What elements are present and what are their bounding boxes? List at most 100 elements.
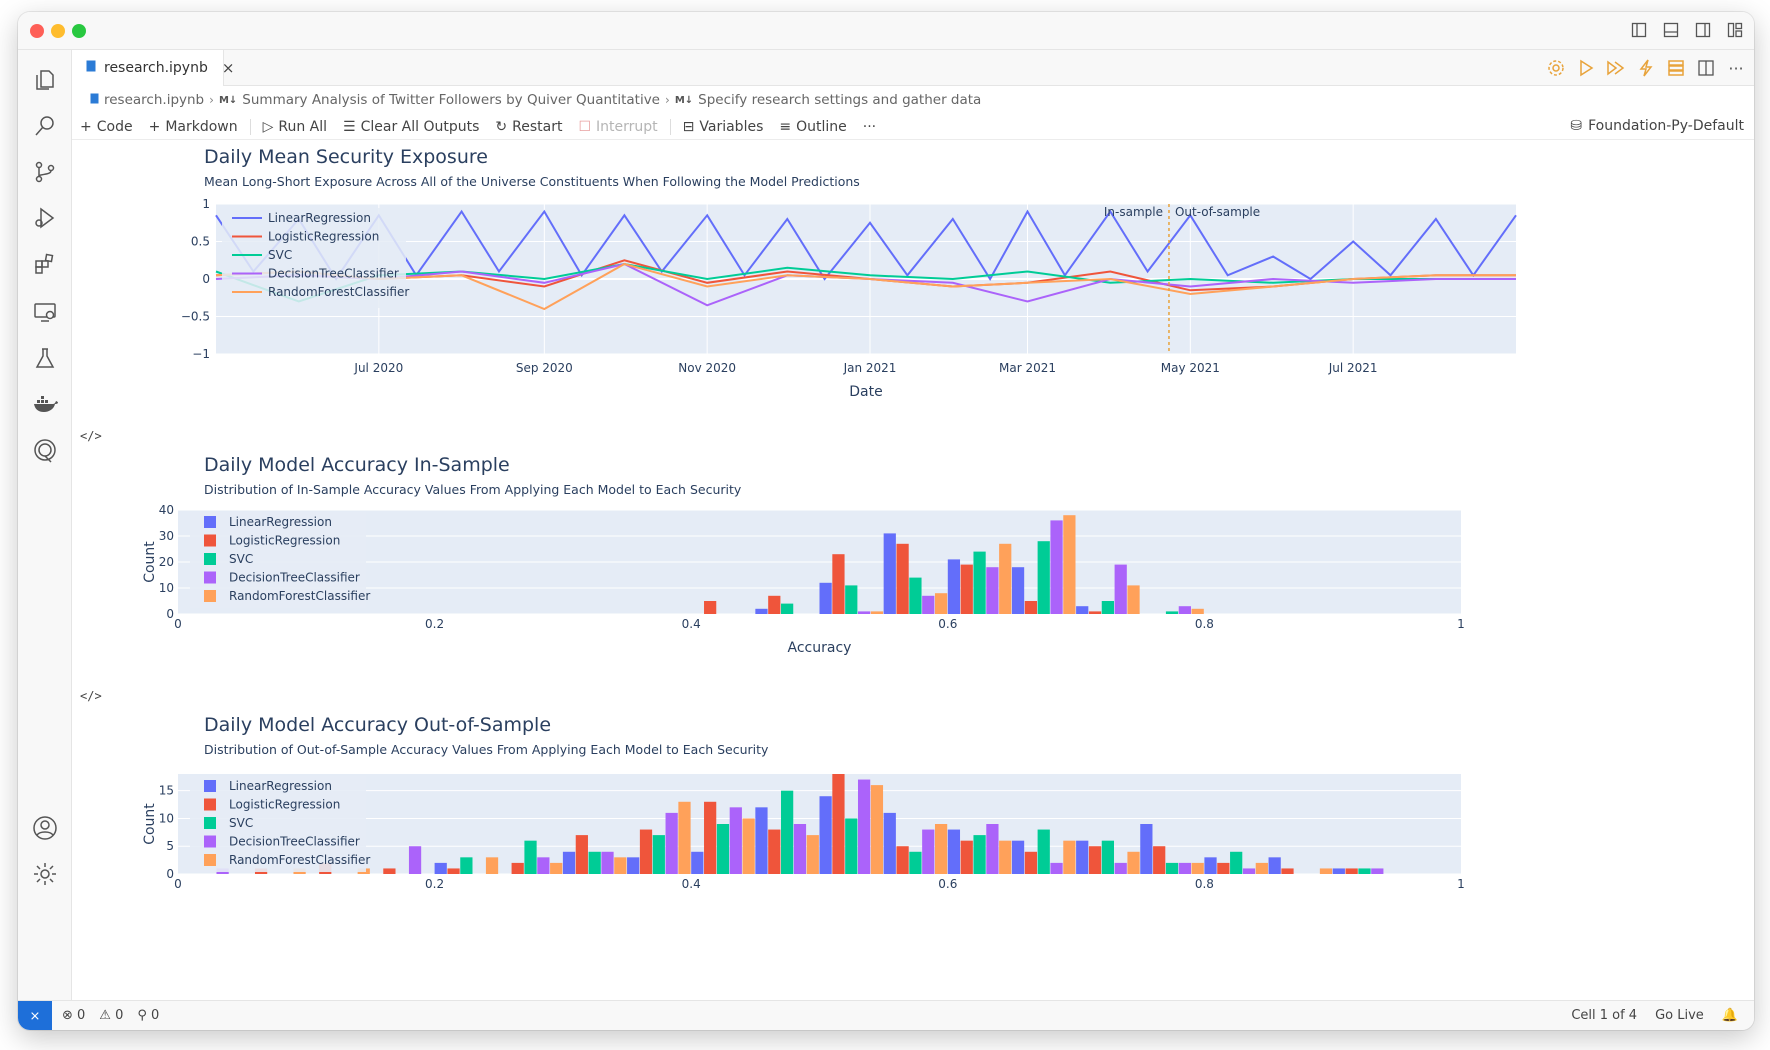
- histogram-bar: [806, 835, 819, 874]
- breadcrumb-file[interactable]: research.ipynb: [104, 92, 205, 108]
- sidebar-left-icon[interactable]: [1630, 21, 1648, 39]
- histogram-bar: [768, 595, 781, 614]
- source-control-icon[interactable]: [31, 158, 59, 186]
- extensions-icon[interactable]: [31, 250, 59, 278]
- histogram-bar: [434, 862, 447, 874]
- remote-indicator[interactable]: ⨯: [18, 1001, 52, 1030]
- run-all-label: Run All: [278, 118, 328, 135]
- toolbar-divider: [669, 118, 671, 135]
- ports-indicator[interactable]: ⚲ 0: [137, 1008, 160, 1023]
- tab-research-ipynb[interactable]: research.ipynb ×: [72, 50, 234, 86]
- split-editor-icon[interactable]: [1696, 58, 1716, 78]
- close-window-button[interactable]: [30, 24, 44, 38]
- histogram-bar: [1281, 868, 1294, 874]
- histogram-bar: [922, 595, 935, 614]
- run-debug-icon[interactable]: [31, 204, 59, 232]
- histogram-bar: [704, 601, 717, 614]
- sidebar-right-icon[interactable]: [1694, 21, 1712, 39]
- gear-icon[interactable]: [1546, 58, 1566, 78]
- minimize-window-button[interactable]: [51, 24, 65, 38]
- histogram-bar: [960, 840, 973, 874]
- histogram-bar: [742, 818, 755, 874]
- variables-button[interactable]: ⊟ Variables: [683, 119, 764, 135]
- legend-label: SVC: [268, 248, 292, 262]
- legend-label: RandomForestClassifier: [268, 285, 409, 299]
- run-icon[interactable]: [1576, 58, 1596, 78]
- in-sample-histogram: 0 10 20 30 40 0 0.2 0.4 0.6 0.8 1 Count Accuracy Line…: [142, 504, 1465, 656]
- legend-box: [190, 512, 366, 608]
- tab-label: research.ipynb: [104, 60, 208, 76]
- clear-outputs-label: Clear All Outputs: [360, 118, 480, 135]
- histogram-bar: [755, 807, 768, 874]
- add-markdown-button[interactable]: + Markdown: [149, 119, 238, 135]
- go-live-button[interactable]: Go Live: [1655, 1008, 1704, 1023]
- account-icon[interactable]: [31, 814, 59, 842]
- x-tick-label: 0.6: [938, 877, 957, 891]
- search-icon[interactable]: [31, 112, 59, 140]
- editor-area: research.ipynb × ··· research.ipynb › M↓…: [72, 50, 1754, 1000]
- run-all-icon: ▷: [262, 118, 274, 135]
- breadcrumb-section-1[interactable]: Summary Analysis of Twitter Followers by…: [242, 92, 660, 108]
- legend-label: LinearRegression: [229, 515, 332, 529]
- histogram-bar: [1153, 846, 1166, 874]
- lightning-icon[interactable]: [1636, 58, 1656, 78]
- histogram-bar: [1024, 601, 1038, 614]
- layout-icon[interactable]: [1726, 21, 1744, 39]
- kernel-picker[interactable]: ⛁ Foundation-Py-Default: [1570, 118, 1744, 134]
- testing-icon[interactable]: [31, 344, 59, 372]
- explorer-icon[interactable]: [31, 66, 59, 94]
- code-toggle-icon[interactable]: </>: [80, 689, 102, 703]
- histogram-bar: [1050, 520, 1063, 614]
- legend-swatch: [204, 516, 216, 528]
- toolbar-divider: [249, 118, 251, 135]
- maximize-window-button[interactable]: [72, 24, 86, 38]
- more-button[interactable]: ···: [862, 118, 877, 135]
- x-axis-title: Date: [849, 384, 882, 400]
- notifications-bell-icon[interactable]: 🔔: [1721, 1008, 1738, 1023]
- histogram-bar: [819, 796, 832, 874]
- x-tick-label: Jan 2021: [843, 361, 897, 375]
- close-tab-icon[interactable]: ×: [221, 59, 235, 77]
- breadcrumb-section-2[interactable]: Specify research settings and gather dat…: [698, 92, 982, 108]
- stack-icon[interactable]: [1666, 58, 1686, 78]
- panel-bottom-icon[interactable]: [1662, 21, 1680, 39]
- histogram-bar: [1076, 840, 1089, 874]
- histogram-bar: [793, 824, 807, 874]
- code-toggle-icon[interactable]: </>: [80, 429, 102, 443]
- histogram-bar: [1088, 846, 1102, 874]
- histogram-bar: [1242, 868, 1256, 874]
- title-bar: [18, 12, 1754, 50]
- legend-swatch: [204, 835, 216, 848]
- more-actions-icon[interactable]: ···: [1728, 58, 1744, 78]
- docker-icon[interactable]: [31, 390, 59, 418]
- remote-explorer-icon[interactable]: [31, 298, 59, 326]
- add-code-button[interactable]: + Code: [80, 119, 133, 135]
- problems-warnings[interactable]: ⚠ 0: [99, 1008, 124, 1023]
- outline-button[interactable]: ≡ Outline: [779, 119, 846, 135]
- cell-indicator[interactable]: Cell 1 of 4: [1571, 1008, 1638, 1023]
- y-tick-label: 0: [166, 867, 174, 881]
- legend-swatch: [204, 553, 216, 565]
- vscode-window: research.ipynb × ··· research.ipynb › M↓…: [18, 12, 1754, 1030]
- histogram-bar: [947, 829, 961, 874]
- run-all-icon[interactable]: [1606, 58, 1626, 78]
- kernel-icon: ⛁: [1570, 118, 1583, 134]
- legend-label: DecisionTreeClassifier: [229, 835, 360, 849]
- histogram-bar: [1140, 824, 1153, 874]
- settings-gear-icon[interactable]: [31, 860, 59, 888]
- interrupt-button[interactable]: ☐ Interrupt: [578, 119, 657, 135]
- histogram-bar: [1191, 862, 1204, 874]
- problems-errors[interactable]: ⊗ 0: [62, 1008, 86, 1023]
- chart-2-subtitle: Distribution of In-Sample Accuracy Value…: [204, 482, 742, 497]
- clear-outputs-button[interactable]: ☰ Clear All Outputs: [343, 119, 479, 135]
- variables-label: Variables: [699, 118, 764, 135]
- run-all-button[interactable]: ▷ Run All: [263, 119, 327, 135]
- x-tick-label: 0: [174, 877, 182, 891]
- histogram-bar: [986, 824, 999, 874]
- histogram-bar: [1101, 840, 1114, 874]
- restart-button[interactable]: ↻ Restart: [495, 119, 562, 135]
- x-tick-label: 0.2: [425, 877, 444, 891]
- quantconnect-icon[interactable]: [31, 436, 59, 464]
- remote-icon: ⨯: [29, 1008, 41, 1024]
- histogram-bar: [1114, 564, 1127, 614]
